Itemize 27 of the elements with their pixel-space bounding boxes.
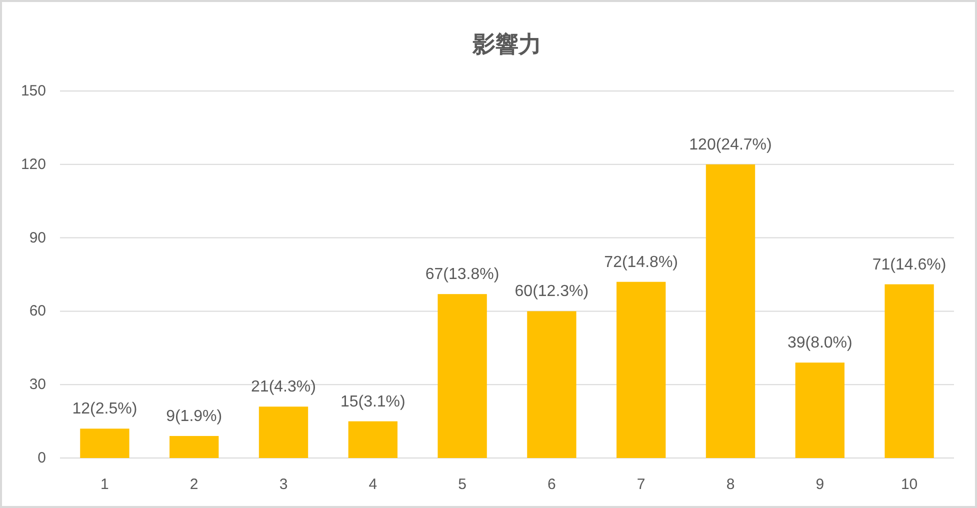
data-label: 15(3.1%) [340, 393, 406, 410]
data-label: 39(8.0%) [787, 334, 852, 352]
xtick-label: 1 [100, 476, 109, 493]
xtick-label: 8 [726, 476, 735, 493]
xtick-label: 9 [816, 476, 824, 493]
xtick-label: 3 [279, 476, 288, 493]
data-label: 67(13.8%) [425, 266, 500, 284]
ytick-label: 0 [38, 450, 46, 466]
xtick-label: 7 [636, 476, 646, 493]
data-label: 72(14.8%) [604, 254, 678, 271]
ytick-label: 30 [29, 376, 46, 394]
data-label: 60(12.3%) [514, 283, 589, 300]
xtick-label: 6 [548, 476, 556, 493]
title: 影響力 [472, 31, 542, 57]
ytick-label: 60 [29, 302, 46, 320]
data-label: 71(14.6%) [872, 256, 946, 274]
data-label: 9(1.9%) [166, 408, 222, 425]
ytick-label: 120 [20, 156, 46, 173]
ytick-label: 90 [29, 229, 46, 246]
xtick-label: 2 [190, 476, 198, 493]
data-label: 12(2.5%) [72, 400, 138, 418]
xtick-label: 5 [458, 476, 466, 493]
ytick-label: 150 [20, 82, 46, 100]
data-label: 120(24.7%) [689, 136, 772, 154]
xtick-label: 4 [368, 476, 378, 493]
data-label: 21(4.3%) [251, 378, 316, 396]
xtick-label: 10 [900, 476, 918, 493]
